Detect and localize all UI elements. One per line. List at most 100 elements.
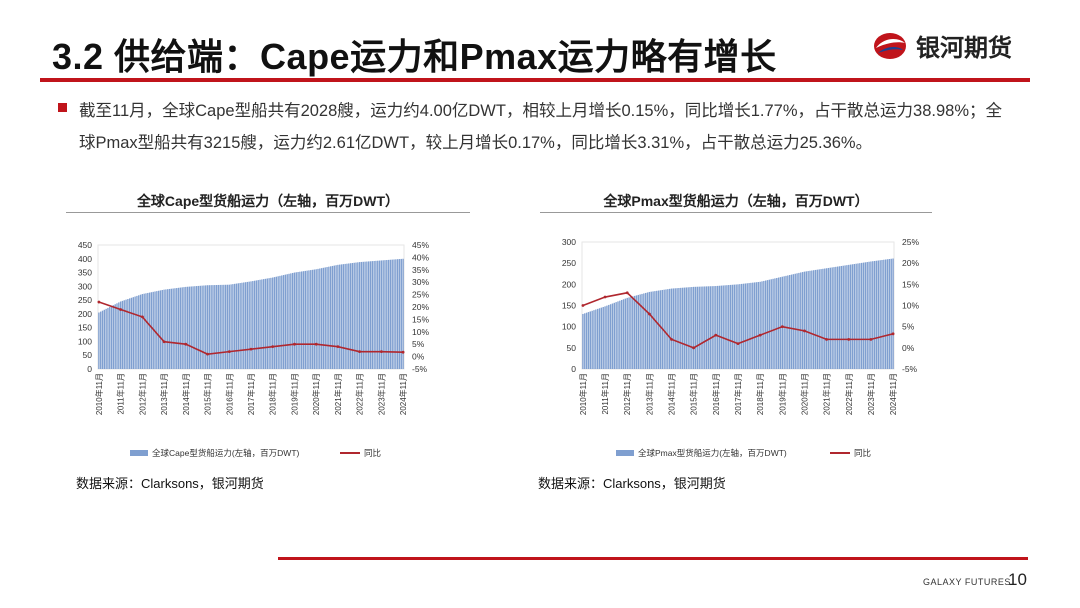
legend-label-bar: 全球Pmax型货船运力(左轴，百万DWT) bbox=[638, 448, 787, 458]
capacity-bar bbox=[598, 308, 601, 369]
capacity-bar bbox=[322, 267, 325, 369]
capacity-bar bbox=[368, 261, 370, 369]
capacity-bar bbox=[860, 262, 863, 369]
capacity-bar bbox=[205, 285, 207, 369]
y-left-tick-label: 50 bbox=[567, 343, 577, 353]
pmax-capacity-chart: 0 50 100 150 200 250 300 -5% 0% 5% 10% 15% 20% 25% 201… bbox=[562, 237, 920, 458]
capacity-bar bbox=[302, 271, 305, 369]
y-left-tick-label: 200 bbox=[78, 309, 92, 319]
y-right-tick-label: -5% bbox=[902, 364, 918, 374]
logo: 银河期货 bbox=[872, 28, 1012, 63]
chart-title-underline bbox=[540, 212, 932, 213]
capacity-bar bbox=[138, 295, 140, 369]
capacity-bar bbox=[866, 262, 868, 369]
capacity-bar bbox=[272, 277, 274, 369]
capacity-bar bbox=[114, 304, 116, 369]
capacity-bar bbox=[297, 272, 299, 369]
capacity-bar bbox=[195, 286, 198, 369]
capacity-bar bbox=[584, 313, 586, 369]
capacity-bar bbox=[859, 263, 861, 369]
capacity-bar bbox=[203, 285, 205, 369]
capacity-bar bbox=[811, 270, 813, 369]
capacity-bar bbox=[644, 292, 647, 369]
capacity-bar bbox=[857, 263, 859, 369]
y-left-tick-label: 0 bbox=[87, 364, 92, 374]
capacity-bar bbox=[145, 293, 147, 369]
capacity-bar bbox=[694, 286, 697, 369]
yoy-point bbox=[647, 312, 651, 316]
capacity-bar bbox=[713, 286, 715, 369]
capacity-bar bbox=[331, 265, 334, 369]
capacity-bar bbox=[378, 260, 381, 369]
capacity-bar bbox=[183, 287, 185, 369]
capacity-bar bbox=[698, 286, 700, 369]
capacity-bar bbox=[132, 297, 134, 369]
capacity-bar bbox=[179, 287, 182, 369]
capacity-bar bbox=[733, 284, 736, 369]
capacity-bar bbox=[739, 284, 741, 369]
capacity-bar bbox=[328, 266, 330, 369]
capacity-bar bbox=[244, 282, 247, 369]
capacity-bar bbox=[654, 291, 656, 369]
capacity-bar bbox=[295, 272, 297, 369]
capacity-bar bbox=[185, 286, 187, 369]
yoy-point bbox=[293, 342, 296, 346]
y-right-tick-label: 5% bbox=[412, 339, 425, 349]
capacity-bar bbox=[709, 286, 712, 369]
capacity-bar bbox=[223, 284, 225, 369]
capacity-bar bbox=[118, 302, 120, 369]
capacity-bar bbox=[742, 283, 745, 369]
capacity-bar bbox=[226, 284, 229, 369]
x-tick-label: 2020年11月 bbox=[311, 373, 321, 415]
capacity-bar bbox=[835, 266, 837, 369]
capacity-bar bbox=[310, 270, 312, 369]
y-left-tick-label: 350 bbox=[78, 268, 92, 278]
legend-swatch-bar bbox=[616, 450, 634, 456]
capacity-bar bbox=[873, 260, 876, 369]
capacity-bar bbox=[833, 267, 835, 369]
y-right-tick-label: 0% bbox=[412, 352, 425, 362]
y-left-tick-label: 150 bbox=[78, 323, 92, 333]
capacity-bar bbox=[112, 305, 115, 369]
capacity-bar bbox=[731, 284, 734, 369]
capacity-bar bbox=[582, 313, 584, 369]
capacity-bar bbox=[252, 281, 254, 369]
capacity-bar bbox=[798, 272, 800, 369]
x-tick-label: 2024年11月 bbox=[888, 373, 898, 415]
capacity-bar bbox=[691, 287, 693, 369]
y-left-tick-label: 400 bbox=[78, 254, 92, 264]
capacity-bar bbox=[818, 269, 820, 369]
capacity-bar bbox=[264, 278, 267, 369]
yoy-point bbox=[249, 347, 253, 351]
capacity-bar bbox=[589, 311, 592, 369]
capacity-bar bbox=[210, 285, 212, 369]
y-right-tick-label: 15% bbox=[902, 279, 919, 289]
capacity-bar bbox=[123, 300, 125, 369]
capacity-bar bbox=[641, 293, 643, 369]
capacity-bar bbox=[257, 280, 259, 369]
y-left-tick-label: 250 bbox=[78, 295, 92, 305]
yoy-point bbox=[891, 332, 895, 336]
capacity-bar bbox=[373, 260, 375, 369]
capacity-bar bbox=[371, 261, 374, 369]
y-right-tick-label: 45% bbox=[412, 240, 429, 250]
capacity-bar bbox=[663, 289, 665, 369]
yoy-point bbox=[825, 337, 829, 341]
capacity-bar bbox=[696, 286, 699, 369]
capacity-bar bbox=[221, 284, 223, 369]
capacity-bar bbox=[849, 264, 852, 369]
capacity-bar bbox=[315, 269, 317, 369]
capacity-bar bbox=[683, 287, 686, 369]
capacity-bar bbox=[268, 278, 270, 369]
capacity-bar bbox=[705, 286, 708, 369]
capacity-bar bbox=[604, 306, 606, 369]
capacity-bar bbox=[308, 270, 310, 369]
capacity-bar bbox=[396, 259, 399, 369]
capacity-bar bbox=[807, 271, 809, 369]
capacity-bar bbox=[707, 286, 710, 369]
capacity-bar bbox=[311, 269, 314, 369]
capacity-bar bbox=[335, 265, 337, 369]
y-left-tick-label: 0 bbox=[571, 364, 576, 374]
capacity-bar bbox=[872, 261, 874, 369]
y-right-tick-label: 40% bbox=[412, 252, 429, 262]
